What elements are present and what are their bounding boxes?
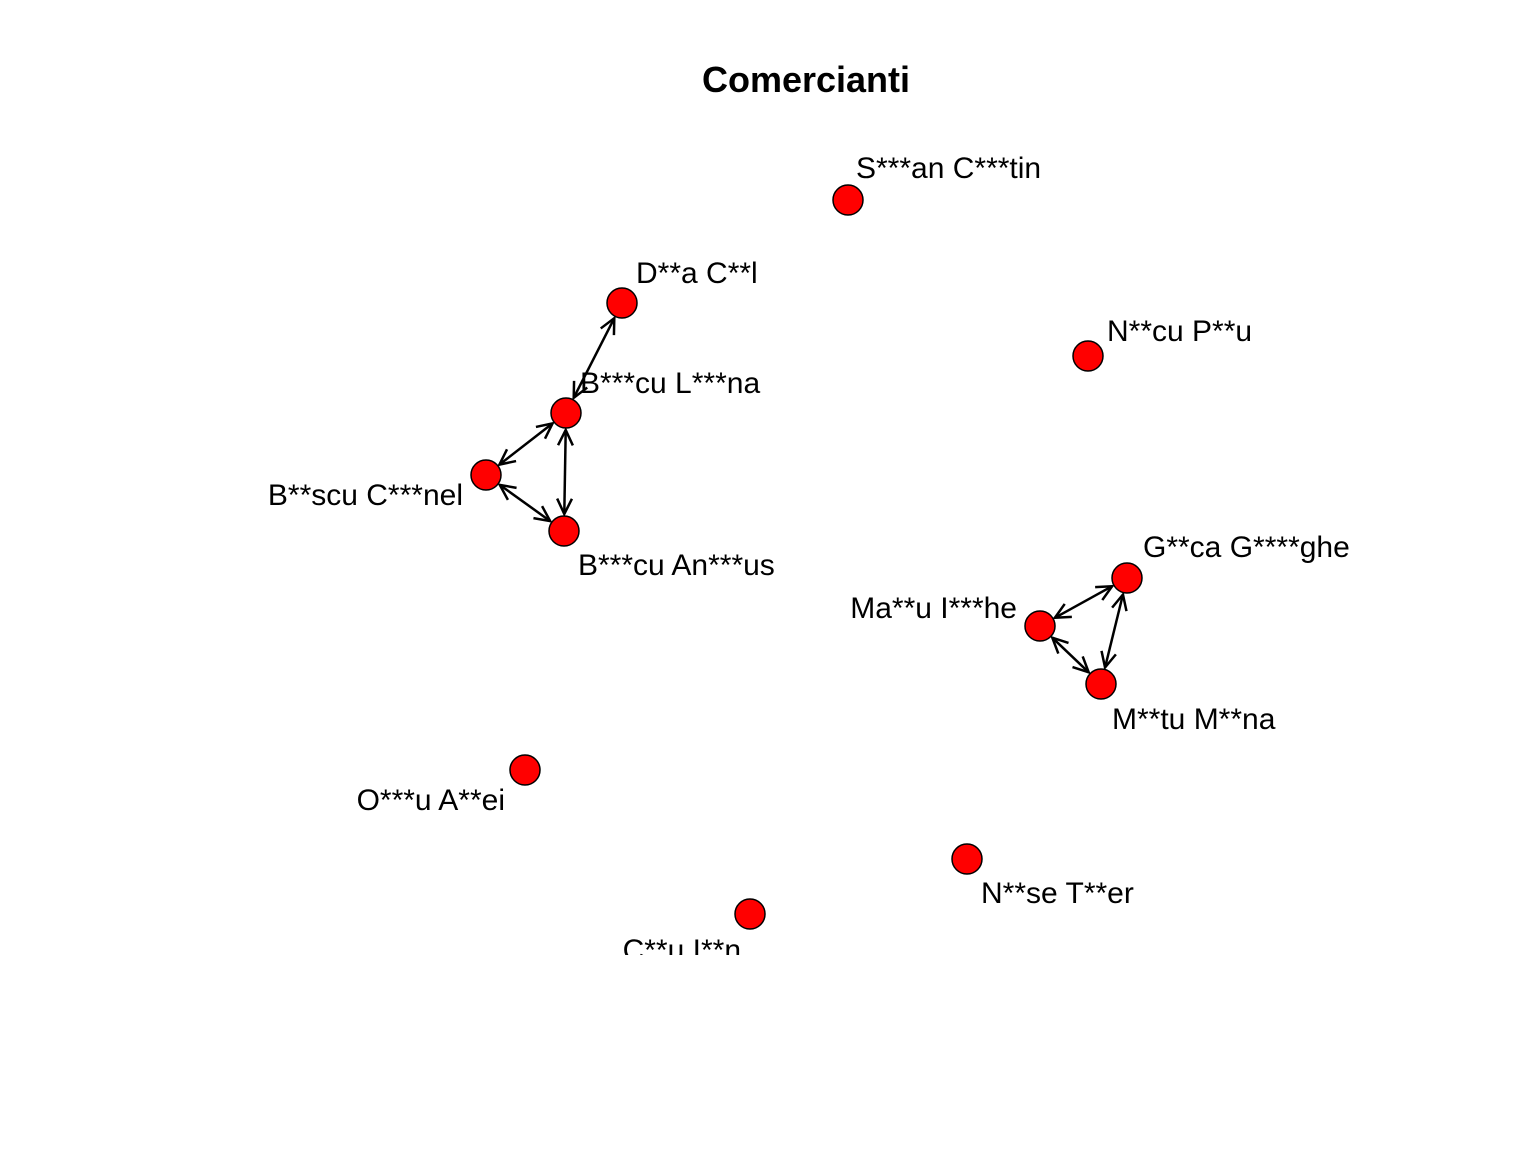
edge-g-mm	[1100, 591, 1128, 671]
edge-bc-ba	[497, 483, 553, 523]
node-circle	[470, 459, 502, 491]
node-circle	[550, 397, 582, 429]
edge-line	[498, 422, 554, 466]
node-label: N**se T**er	[981, 877, 1134, 910]
edge-g-mi	[1052, 584, 1115, 620]
node-dana: D**a C**l	[606, 257, 758, 319]
node-label: B***cu An***us	[578, 549, 775, 582]
node-circle	[1111, 562, 1143, 594]
edge-line	[499, 483, 551, 523]
node-label: B***cu L***na	[580, 367, 760, 400]
arrowhead	[1050, 635, 1069, 655]
node-label: N**cu P**u	[1107, 315, 1252, 348]
arrowhead	[1111, 591, 1128, 612]
edge-mi-mm	[1050, 635, 1091, 675]
node-label: C**u I**n	[623, 934, 741, 967]
node-nicu: N**cu P**u	[1072, 315, 1252, 372]
node-label: S***an C***tin	[856, 152, 1041, 185]
node-circle	[548, 515, 580, 547]
arrowhead	[497, 483, 517, 501]
arrowhead	[1072, 655, 1091, 675]
node-label: D**a C**l	[636, 257, 758, 290]
arrowhead	[533, 505, 553, 523]
arrowhead	[556, 427, 574, 446]
node-ba: B***cu An***us	[548, 515, 775, 582]
edge-line	[1054, 585, 1113, 619]
node-label: O***u A**ei	[357, 784, 505, 817]
node-bc: B**scu C***nel	[268, 459, 502, 512]
edge-line	[572, 317, 616, 399]
edge-l-dana	[572, 315, 616, 401]
arrowhead	[1052, 603, 1072, 620]
node-circle	[832, 184, 864, 216]
arrowhead	[556, 498, 574, 517]
nodes-layer: S***an C***tin D**a C**l N**cu P**u B***cu …	[268, 152, 1350, 967]
node-label: B**scu C***nel	[268, 479, 463, 512]
edges-layer	[497, 315, 1128, 675]
node-circle	[951, 843, 983, 875]
edge-line	[1103, 594, 1125, 668]
node-n: N**se T**er	[951, 843, 1134, 910]
node-circle	[1072, 340, 1104, 372]
edge-l-bc	[497, 421, 555, 467]
node-mi: Ma**u I***he	[850, 592, 1056, 642]
node-label: M**tu M**na	[1112, 703, 1276, 736]
node-l: B***cu L***na	[550, 367, 760, 429]
edge-l-ba	[556, 427, 574, 517]
node-o: O***u A**ei	[357, 754, 541, 817]
arrowhead	[1095, 584, 1115, 601]
chart-title: Comercianti	[702, 59, 910, 100]
node-circle	[606, 287, 638, 319]
node-circle	[1085, 668, 1117, 700]
node-stefan: S***an C***tin	[832, 152, 1041, 216]
node-label: G**ca G****ghe	[1143, 531, 1350, 564]
edge-line	[563, 429, 567, 515]
node-circle	[509, 754, 541, 786]
node-mm: M**tu M**na	[1085, 668, 1276, 736]
node-circle	[1024, 610, 1056, 642]
node-g: G**ca G****ghe	[1111, 531, 1350, 594]
node-label: Ma**u I***he	[850, 592, 1017, 625]
edge-line	[1051, 636, 1090, 674]
node-circle	[734, 898, 766, 930]
arrowhead	[497, 448, 517, 467]
arrowhead	[535, 421, 555, 440]
arrowhead	[1100, 650, 1117, 671]
node-c: C**u I**n	[623, 898, 766, 967]
arrowhead	[599, 315, 616, 336]
arrowhead	[572, 380, 589, 401]
